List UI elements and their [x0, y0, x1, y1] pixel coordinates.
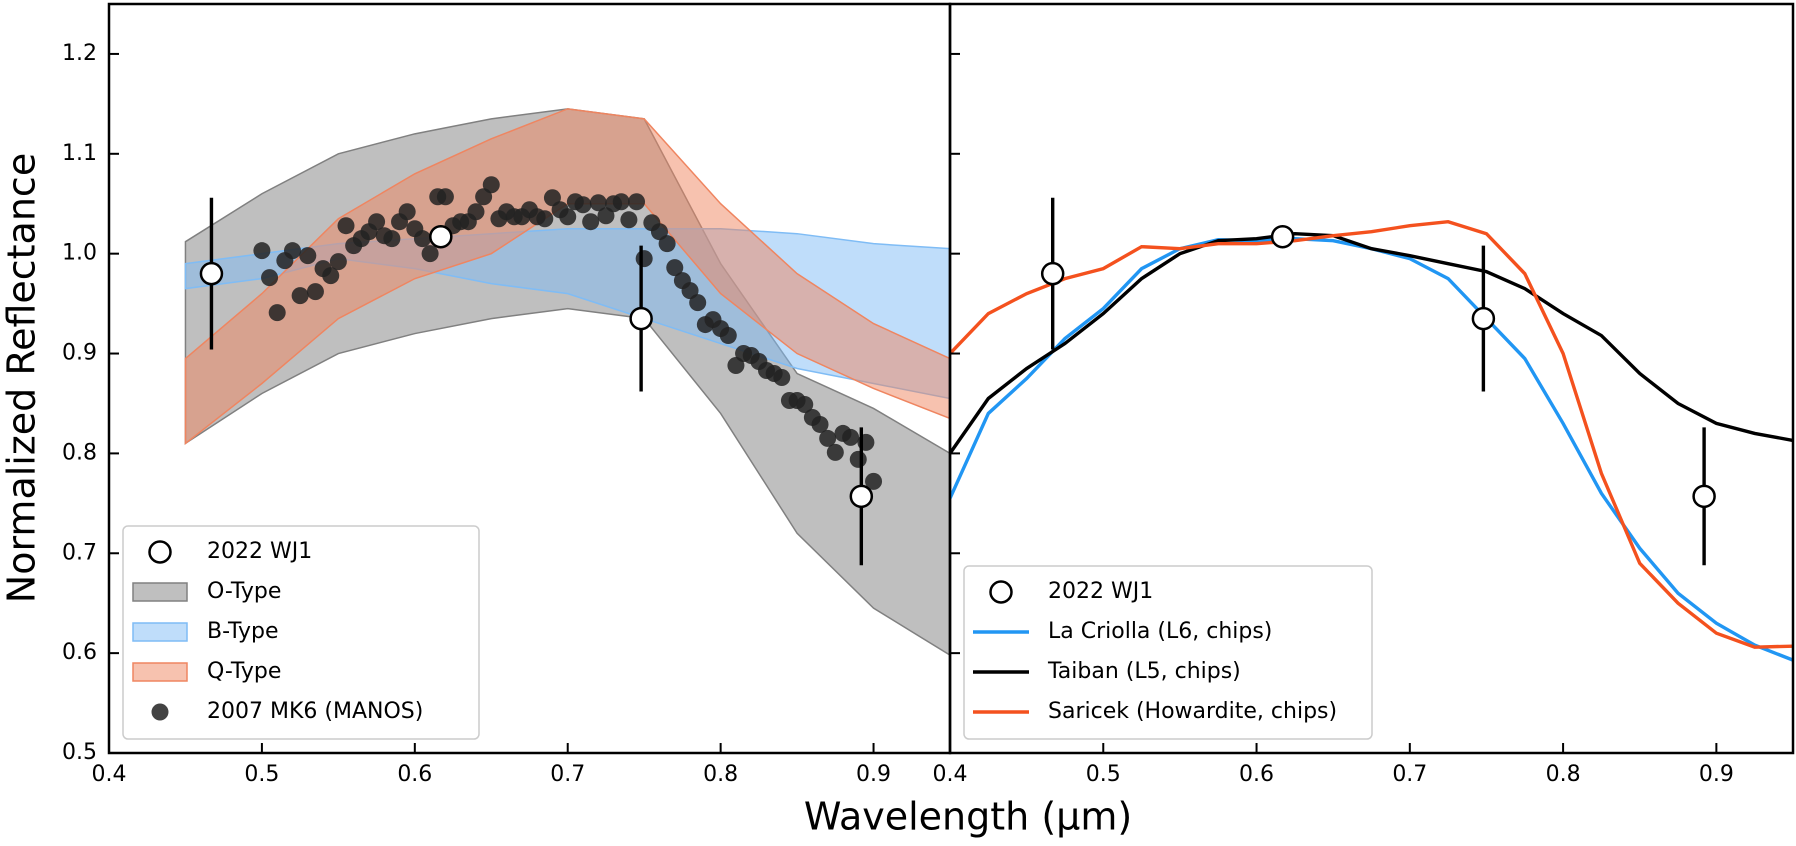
point	[620, 211, 638, 229]
legend-swatch	[132, 662, 188, 682]
point	[436, 188, 454, 206]
legend-marker	[148, 540, 172, 564]
y-tick-label: 0.9	[62, 341, 97, 366]
point	[291, 287, 309, 305]
x-tick-label: 0.5	[1086, 762, 1121, 787]
point	[337, 217, 355, 235]
point	[849, 450, 867, 468]
x-tick-label: 0.4	[92, 762, 127, 787]
x-tick-label: 0.9	[1699, 762, 1734, 787]
point	[253, 242, 271, 260]
point	[574, 196, 592, 214]
point	[842, 428, 860, 446]
legend-label: B-Type	[207, 619, 279, 644]
point	[283, 242, 301, 260]
y-axis-title: Normalized Reflectance	[0, 153, 44, 603]
point	[559, 208, 577, 226]
legend-marker	[989, 580, 1013, 604]
point	[1471, 306, 1496, 331]
x-tick-label: 0.8	[703, 762, 738, 787]
axes-frame	[948, 2, 1795, 755]
y-tick-label: 0.5	[62, 740, 97, 765]
legend-label: O-Type	[207, 579, 281, 604]
line	[950, 219, 1793, 649]
legend-box	[963, 565, 1373, 740]
point	[865, 472, 883, 490]
legend-label: Q-Type	[207, 659, 281, 684]
x-tick-label: 0.6	[1239, 762, 1274, 787]
point	[1040, 261, 1065, 286]
point	[819, 429, 837, 447]
point	[306, 283, 324, 301]
point	[482, 176, 500, 194]
point	[826, 443, 844, 461]
point	[413, 230, 431, 248]
point	[429, 224, 453, 249]
point	[629, 306, 653, 331]
point	[628, 193, 646, 211]
y-tick-label: 1.1	[62, 141, 97, 166]
point	[398, 203, 416, 221]
point	[689, 294, 707, 312]
point	[666, 259, 684, 277]
plot-area	[950, 197, 1793, 662]
point	[589, 194, 607, 212]
legend-label: 2007 MK6 (MANOS)	[207, 699, 423, 724]
x-tick-label: 0.4	[933, 762, 968, 787]
point	[268, 304, 286, 322]
legend-swatch	[132, 582, 188, 602]
y-tick-label: 1.2	[62, 41, 97, 66]
point	[1692, 484, 1716, 509]
point	[811, 415, 829, 433]
x-tick-label: 0.7	[550, 762, 585, 787]
legend-box	[122, 525, 480, 740]
legend-label: La Criolla (L6, chips)	[1048, 619, 1272, 644]
point	[1270, 224, 1295, 249]
y-tick-label: 0.7	[62, 540, 97, 565]
y-tick-label: 0.6	[62, 640, 97, 665]
x-tick-label: 0.5	[244, 762, 279, 787]
point	[299, 247, 317, 265]
point	[849, 484, 874, 509]
x-tick-label: 0.9	[856, 762, 891, 787]
x-tick-label: 0.6	[397, 762, 432, 787]
legend-swatch	[132, 622, 188, 642]
x-axis-title: Wavelength (μm)	[804, 795, 1132, 839]
point	[796, 395, 814, 413]
point	[368, 213, 386, 231]
point	[199, 261, 224, 286]
legend-label: 2022 WJ1	[207, 539, 312, 564]
legend-label: Taiban (L5, chips)	[1047, 659, 1241, 684]
point	[322, 267, 340, 285]
point	[582, 213, 600, 231]
legend-label: Saricek (Howardite, chips)	[1048, 699, 1337, 724]
point	[329, 253, 347, 271]
y-tick-label: 0.8	[62, 440, 97, 465]
legend-label: 2022 WJ1	[1048, 579, 1153, 604]
point	[635, 250, 653, 268]
point	[773, 369, 791, 387]
legend-marker	[151, 703, 169, 721]
point	[467, 203, 485, 221]
point	[261, 269, 279, 287]
x-tick-label: 0.7	[1392, 762, 1427, 787]
point	[658, 235, 676, 253]
point	[612, 193, 630, 211]
point	[536, 210, 554, 228]
point	[421, 245, 439, 263]
y-tick-label: 1.0	[62, 241, 97, 266]
point	[383, 230, 401, 248]
point	[719, 327, 737, 345]
plot-area	[184, 108, 950, 657]
line	[950, 231, 1793, 455]
x-tick-label: 0.8	[1546, 762, 1581, 787]
